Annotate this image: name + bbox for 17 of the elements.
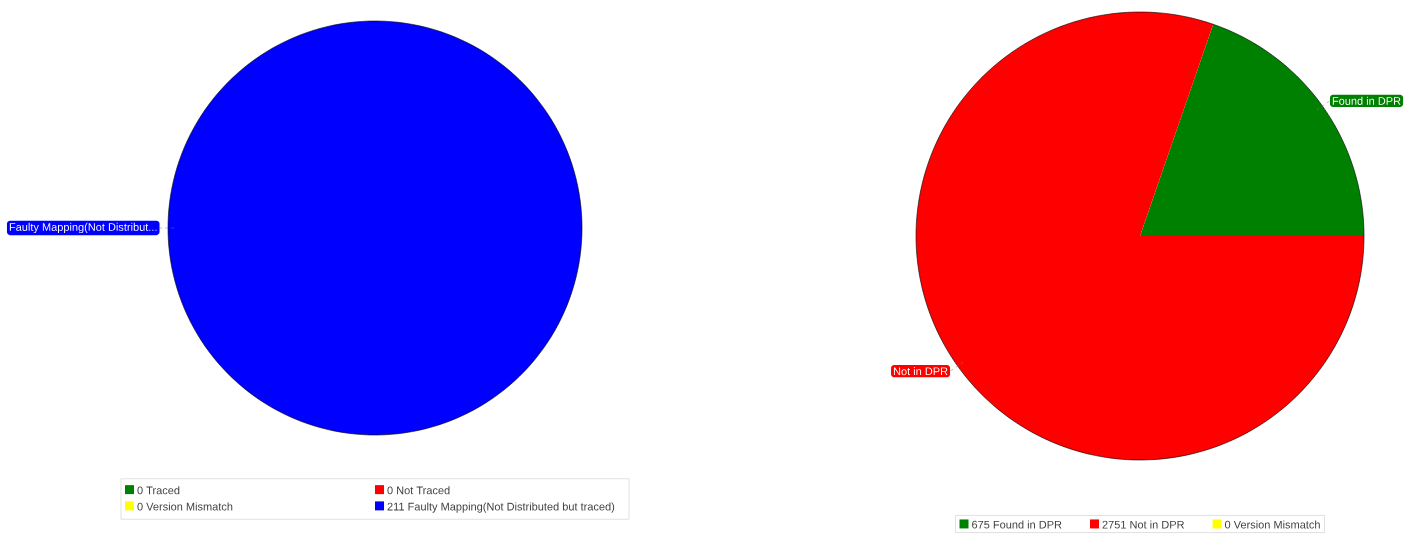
text: Faulty Mapping(Not Distribut... — [9, 222, 157, 234]
text: 0 — [137, 502, 143, 511]
data-label: 675 — [972, 520, 990, 529]
legend-label: Found in DPR — [993, 520, 1062, 529]
legend-label: Traced — [146, 486, 180, 495]
legend-label: Faulty Mapping(Not Distributed but traced) — [408, 502, 615, 513]
text: Found in DPR — [1332, 96, 1401, 105]
legend-label: Not Traced — [397, 486, 450, 495]
text: 0 — [387, 486, 393, 495]
text: Not in DPR — [893, 367, 948, 376]
text: 0 — [1224, 520, 1231, 529]
data-label: 2751 — [1102, 520, 1126, 529]
legend-label: Version Mismatch — [146, 502, 233, 511]
text: 0 — [137, 486, 143, 495]
data-label: 211 — [387, 502, 405, 511]
slice-label: Not in DPR — [1130, 520, 1185, 529]
legend-label: Version Mismatch — [1233, 520, 1320, 529]
